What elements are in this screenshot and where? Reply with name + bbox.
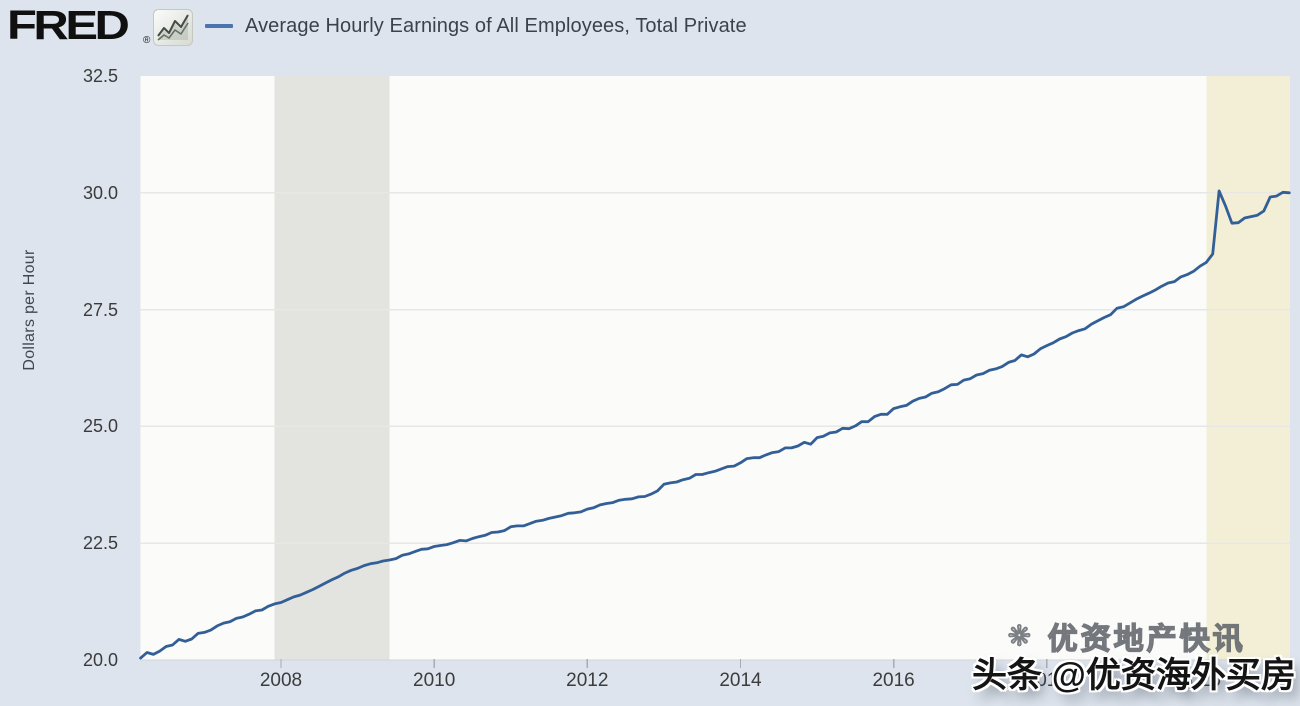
fred-sparkline-icon [153, 9, 193, 46]
legend: Average Hourly Earnings of All Employees… [205, 12, 747, 40]
great-recession-band [274, 76, 390, 660]
legend-line-swatch [205, 24, 233, 28]
watermark-toutiao-handle: 头条 @优资海外买房 [972, 656, 1296, 695]
watermark-brand-line: ❊ 优资地产快讯 [1008, 614, 1246, 658]
registered-trademark: ® [143, 35, 151, 46]
legend-series-label: Average Hourly Earnings of All Employees… [245, 14, 747, 37]
watermark-brand-text: 优资地产快讯 [1047, 622, 1246, 656]
earnings-line [139, 189, 1291, 660]
covid-recession-band [1206, 76, 1290, 660]
watermark-flower-icon: ❊ [1008, 620, 1034, 651]
fred-logo[interactable]: FRED [7, 2, 130, 49]
